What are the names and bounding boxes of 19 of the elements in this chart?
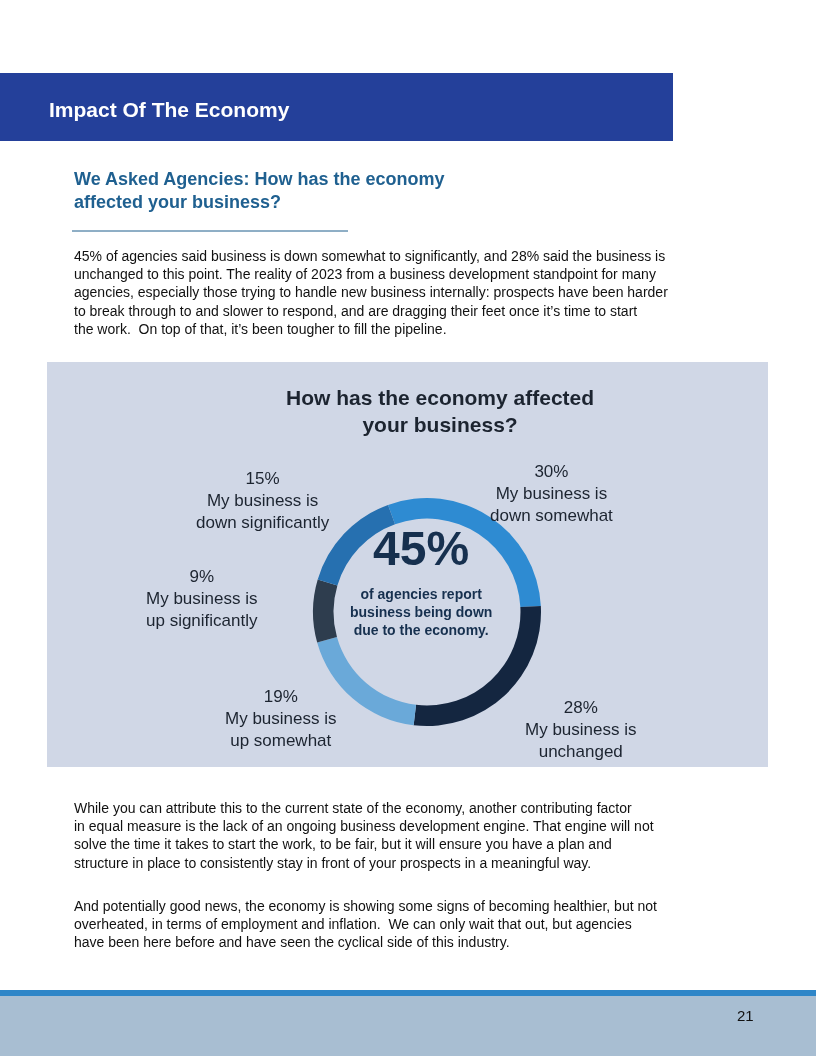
data-label: 19% bbox=[263, 687, 298, 706]
text: Impact Of The Economy bbox=[49, 98, 290, 121]
text: of agencies report business being down due to the economy. bbox=[350, 586, 493, 639]
slice-label: My business is down somewhat bbox=[490, 484, 614, 526]
text: 45% of agencies said business is down somewhat to significantly, and 28% said the business is unchanged to this point. The reality of 2023 from a business development standpoint for many agencies, especially those trying to handle new business internally: prospects have been harder to break through to and slower to respond, and are dragging their feet once it’s time to start the work. On top of that, it’s been tougher to fill the pipeline. bbox=[74, 248, 669, 337]
slice-label: My business is unchanged bbox=[525, 720, 637, 762]
text: And potentially good news, the economy is showing some signs of becoming healthier, but not overheated, in terms of employment and inflation. We can only wait that out, but agencies have been here before and have seen the cyclical side of this industry. bbox=[74, 898, 658, 951]
slice-label: My business is down significantly bbox=[196, 491, 330, 533]
chart-title: How has the economy affected your business? bbox=[286, 386, 595, 437]
text: 45% bbox=[373, 522, 470, 575]
slice-label: My business is up significantly bbox=[146, 589, 258, 631]
data-label: 30% bbox=[534, 462, 569, 481]
data-label: 15% bbox=[245, 469, 280, 488]
text: 21 bbox=[737, 1007, 754, 1024]
data-label: 28% bbox=[563, 698, 598, 717]
data-label: 9% bbox=[189, 567, 215, 586]
text: While you can attribute this to the current state of the economy, another contributing factor in equal measure is the lack of an ongoing business development engine. That engine will not solve the time it takes to start the work, to be fair, but it will ensure you have a plan and structure in place to consistently stay in front of your prospects in a meaningful way. bbox=[74, 800, 654, 871]
slice-label: My business is up somewhat bbox=[225, 709, 337, 751]
text: We Asked Agencies: How has the economy affected your business? bbox=[74, 169, 445, 213]
